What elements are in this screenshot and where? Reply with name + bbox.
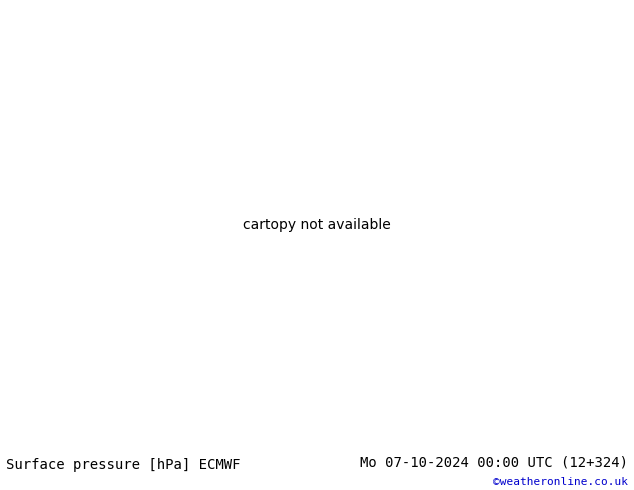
- Text: Surface pressure [hPa] ECMWF: Surface pressure [hPa] ECMWF: [6, 458, 241, 471]
- Text: Mo 07-10-2024 00:00 UTC (12+324): Mo 07-10-2024 00:00 UTC (12+324): [359, 456, 628, 469]
- Text: ©weatheronline.co.uk: ©weatheronline.co.uk: [493, 477, 628, 487]
- Text: cartopy not available: cartopy not available: [243, 219, 391, 232]
